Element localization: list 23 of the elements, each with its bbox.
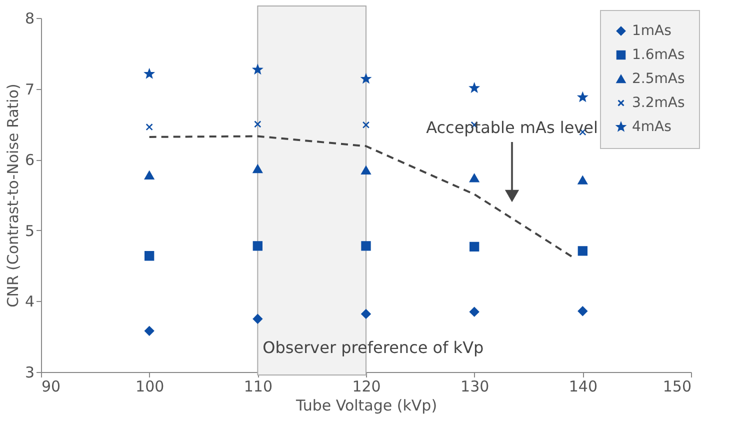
legend-label: 4mAs (632, 119, 672, 135)
x-tick-label: 110 (244, 378, 272, 396)
x-tick-label: 120 (352, 378, 381, 396)
y-tick-label: 3 (24, 364, 34, 382)
legend-label: 1.6mAs (632, 47, 685, 63)
y-axis-title: CNR (Contrast-to-Noise Ratio) (4, 84, 22, 308)
legend-label: 1mAs (632, 23, 672, 39)
x-tick-label: 150 (662, 378, 692, 396)
y-tick-label: 8 (24, 10, 34, 28)
x-tick-label: 100 (136, 378, 164, 396)
x-tick-label: 90 (42, 378, 61, 396)
legend-label: 3.2mAs (632, 95, 685, 111)
x-axis-title: Tube Voltage (kVp) (294, 396, 438, 414)
x-tick-label: 140 (568, 378, 598, 396)
legend-label: 2.5mAs (632, 71, 685, 87)
line-series (148, 135, 573, 258)
y-tick-label: 7 (24, 80, 34, 98)
y-tick-label: 5 (24, 222, 34, 240)
annotation: Acceptable mAs level (426, 118, 598, 137)
band-label: Observer preference of kVp (262, 338, 484, 357)
y-tick-label: 6 (24, 151, 34, 170)
x-tick-label: 130 (460, 378, 490, 396)
y-tick-label: 4 (24, 292, 34, 311)
